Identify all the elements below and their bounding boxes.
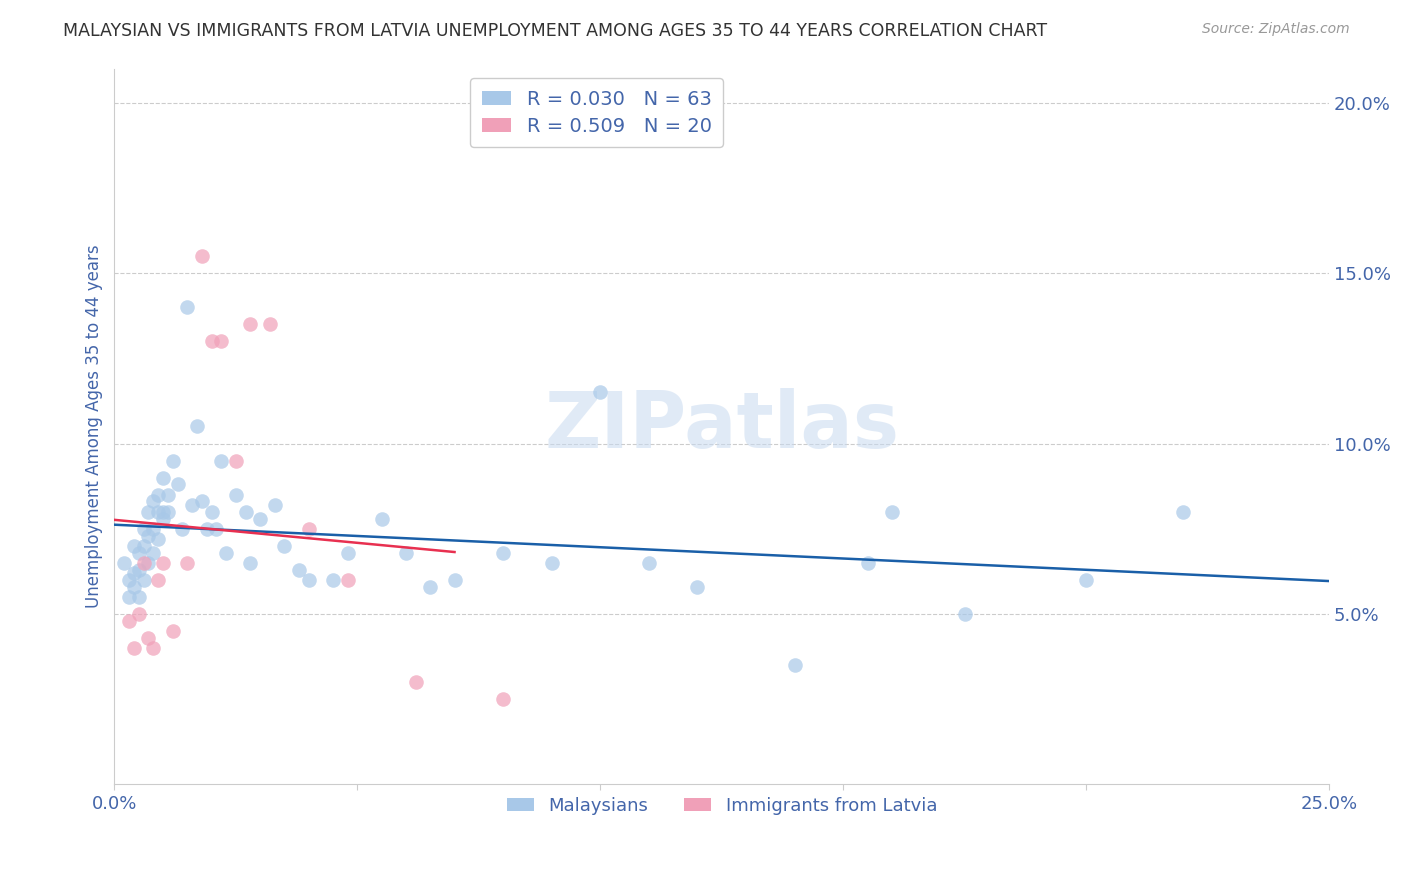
Point	[540, 556, 562, 570]
Point	[209, 334, 232, 349]
Point	[128, 607, 150, 621]
Point	[132, 539, 155, 553]
Point	[146, 488, 169, 502]
Point	[638, 556, 661, 570]
Point	[152, 556, 174, 570]
Point	[172, 522, 194, 536]
Point	[263, 498, 285, 512]
Point	[298, 522, 321, 536]
Point	[200, 334, 222, 349]
Point	[209, 453, 232, 467]
Point	[128, 590, 150, 604]
Point	[215, 546, 238, 560]
Point	[336, 546, 359, 560]
Point	[181, 498, 204, 512]
Point	[122, 580, 145, 594]
Point	[132, 522, 155, 536]
Point	[235, 505, 257, 519]
Point	[239, 317, 262, 331]
Point	[783, 658, 806, 673]
Point	[249, 511, 271, 525]
Point	[686, 580, 709, 594]
Point	[122, 539, 145, 553]
Point	[589, 385, 612, 400]
Y-axis label: Unemployment Among Ages 35 to 44 years: Unemployment Among Ages 35 to 44 years	[86, 244, 103, 608]
Point	[191, 494, 214, 508]
Point	[492, 546, 515, 560]
Point	[152, 511, 174, 525]
Point	[1173, 505, 1195, 519]
Point	[953, 607, 976, 621]
Point	[138, 505, 160, 519]
Point	[146, 505, 169, 519]
Point	[880, 505, 903, 519]
Point	[128, 546, 150, 560]
Point	[128, 563, 150, 577]
Point	[370, 511, 392, 525]
Point	[142, 641, 165, 656]
Legend: Malaysians, Immigrants from Latvia: Malaysians, Immigrants from Latvia	[496, 786, 948, 825]
Point	[138, 631, 160, 645]
Point	[166, 477, 188, 491]
Point	[142, 546, 165, 560]
Point	[191, 249, 214, 263]
Point	[205, 522, 228, 536]
Point	[195, 522, 218, 536]
Point	[118, 590, 141, 604]
Point	[336, 573, 359, 587]
Point	[142, 494, 165, 508]
Point	[122, 566, 145, 580]
Point	[122, 641, 145, 656]
Point	[152, 470, 174, 484]
Point	[156, 488, 179, 502]
Point	[176, 556, 198, 570]
Point	[146, 573, 169, 587]
Point	[138, 528, 160, 542]
Text: MALAYSIAN VS IMMIGRANTS FROM LATVIA UNEMPLOYMENT AMONG AGES 35 TO 44 YEARS CORRE: MALAYSIAN VS IMMIGRANTS FROM LATVIA UNEM…	[63, 22, 1047, 40]
Point	[419, 580, 441, 594]
Point	[322, 573, 344, 587]
Point	[856, 556, 879, 570]
Point	[132, 556, 155, 570]
Point	[492, 692, 515, 706]
Point	[118, 573, 141, 587]
Point	[225, 488, 247, 502]
Point	[138, 556, 160, 570]
Point	[156, 505, 179, 519]
Point	[118, 614, 141, 628]
Point	[273, 539, 295, 553]
Point	[1076, 573, 1098, 587]
Point	[239, 556, 262, 570]
Text: ZIPatlas: ZIPatlas	[544, 389, 900, 465]
Point	[443, 573, 465, 587]
Text: Source: ZipAtlas.com: Source: ZipAtlas.com	[1202, 22, 1350, 37]
Point	[186, 419, 208, 434]
Point	[162, 624, 184, 638]
Point	[259, 317, 281, 331]
Point	[288, 563, 311, 577]
Point	[405, 675, 427, 690]
Point	[225, 453, 247, 467]
Point	[395, 546, 418, 560]
Point	[112, 556, 135, 570]
Point	[142, 522, 165, 536]
Point	[152, 505, 174, 519]
Point	[176, 300, 198, 314]
Point	[146, 532, 169, 546]
Point	[200, 505, 222, 519]
Point	[162, 453, 184, 467]
Point	[132, 573, 155, 587]
Point	[298, 573, 321, 587]
